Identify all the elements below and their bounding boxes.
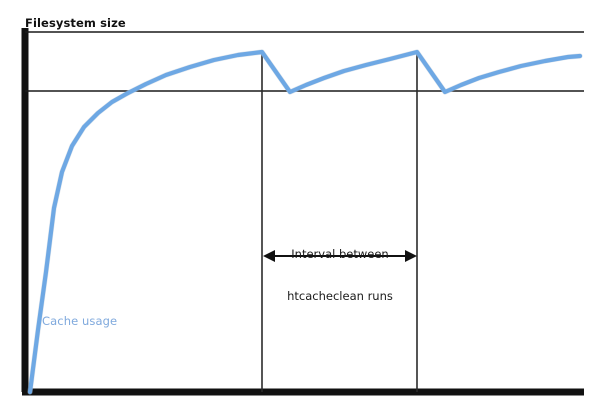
interval-annotation-line-2: htcacheclean runs — [287, 289, 393, 303]
filesystem-size-label: Filesystem size — [25, 16, 126, 30]
interval-arrow-head-right — [405, 250, 417, 262]
interval-arrow-head-left — [263, 250, 275, 262]
interval-double-arrow — [263, 250, 417, 262]
interval-annotation: Interval between htcacheclean runs — [262, 219, 418, 331]
cache-usage-curve — [27, 49, 583, 395]
cache-usage-label: Cache usage — [42, 314, 118, 328]
interval-annotation-line-1: Interval between — [291, 247, 389, 261]
